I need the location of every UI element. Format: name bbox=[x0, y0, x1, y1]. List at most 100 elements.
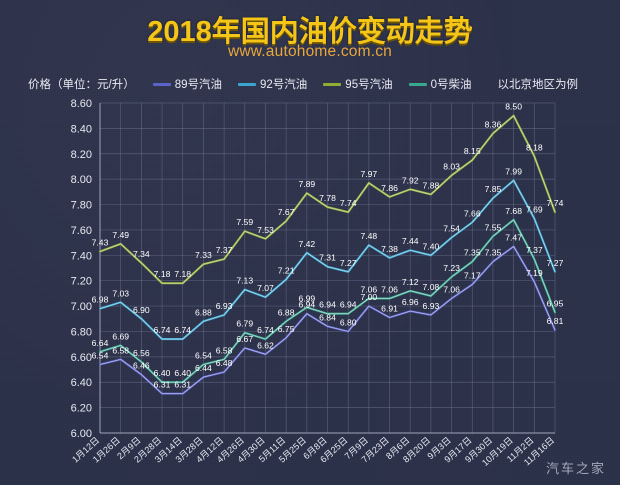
site-url: www.autohome.com.cn bbox=[227, 43, 393, 60]
data-point-label: 7.55 bbox=[485, 222, 502, 232]
legend-item-92[interactable]: 92号汽油 bbox=[238, 76, 307, 92]
data-point-label: 7.53 bbox=[257, 225, 274, 235]
chart-plot-area: 6.00 6.20 6.40 6.60 6.80 7.00 7.20 7.40 7.60 7.80… bbox=[0, 95, 620, 485]
data-point-label: 8.50 bbox=[505, 102, 522, 112]
series-line-highlight bbox=[99, 219, 556, 383]
data-point-label: 6.80 bbox=[340, 317, 357, 327]
data-point-label: 6.44 bbox=[195, 363, 212, 373]
data-point-label: 7.27 bbox=[547, 258, 564, 268]
y-axis-tick-label: 8.00 bbox=[71, 174, 92, 186]
legend-item-diesel[interactable]: 0号柴油 bbox=[408, 76, 472, 92]
data-point-label: 7.06 bbox=[443, 284, 460, 294]
data-point-label: 6.69 bbox=[112, 331, 129, 341]
y-axis-tick-label: 7.20 bbox=[71, 276, 92, 288]
data-point-label: 6.95 bbox=[547, 298, 564, 308]
data-point-label: 7.00 bbox=[360, 292, 377, 302]
data-point-label: 7.97 bbox=[360, 169, 377, 179]
data-point-label: 6.88 bbox=[278, 307, 295, 317]
y-axis-unit-label: 价格（单位：元/升） bbox=[28, 79, 135, 91]
data-point-label: 7.48 bbox=[360, 231, 377, 241]
data-point-label: 6.99 bbox=[298, 293, 315, 303]
data-point-label: 7.31 bbox=[319, 253, 336, 263]
data-point-label: 6.62 bbox=[257, 340, 274, 350]
legend-region-note: 以北京地区为例 bbox=[497, 79, 579, 91]
data-point-label: 6.58 bbox=[216, 345, 233, 355]
data-point-label: 7.74 bbox=[340, 198, 357, 208]
data-point-label: 6.46 bbox=[133, 361, 150, 371]
data-point-label: 7.35 bbox=[464, 248, 481, 258]
data-point-label: 6.74 bbox=[257, 325, 274, 335]
data-point-label: 7.37 bbox=[526, 245, 543, 255]
data-point-label: 6.94 bbox=[319, 300, 336, 310]
chart-legend: 价格（单位：元/升） 89号汽油 92号汽油 95号汽油 0号柴油 以北京地区为… bbox=[28, 74, 598, 94]
data-point-label: 6.74 bbox=[154, 325, 171, 335]
data-point-label: 7.37 bbox=[216, 245, 233, 255]
legend-label-95: 95号汽油 bbox=[345, 79, 393, 91]
data-point-label: 7.34 bbox=[133, 249, 150, 259]
data-point-label: 7.89 bbox=[298, 179, 315, 189]
y-axis-tick-label: 7.40 bbox=[71, 250, 92, 262]
series-line-highlight bbox=[99, 245, 556, 395]
legend-swatch-diesel bbox=[408, 82, 427, 86]
series-line-highlight bbox=[99, 115, 556, 284]
data-point-label: 7.33 bbox=[195, 250, 212, 260]
data-point-label: 7.59 bbox=[236, 217, 253, 227]
data-point-label: 6.75 bbox=[278, 324, 295, 334]
data-point-label: 6.79 bbox=[236, 319, 253, 329]
data-point-label: 7.54 bbox=[443, 224, 460, 234]
legend-swatch-95 bbox=[323, 82, 342, 86]
data-point-label: 7.07 bbox=[257, 283, 274, 293]
data-point-label: 7.40 bbox=[423, 241, 440, 251]
data-point-label: 6.94 bbox=[298, 300, 315, 310]
data-point-label: 7.06 bbox=[381, 284, 398, 294]
data-point-label: 7.03 bbox=[112, 288, 129, 298]
data-point-label: 6.64 bbox=[92, 338, 109, 348]
y-axis-tick-label: 8.20 bbox=[71, 149, 92, 161]
data-point-label: 6.54 bbox=[195, 350, 212, 360]
data-point-label: 8.18 bbox=[526, 142, 543, 152]
data-point-label: 6.40 bbox=[154, 368, 171, 378]
legend-label-92: 92号汽油 bbox=[260, 79, 308, 91]
data-point-label: 7.38 bbox=[381, 244, 398, 254]
data-point-label: 7.12 bbox=[402, 277, 419, 287]
data-point-label: 6.31 bbox=[154, 380, 171, 390]
y-axis-tick-label: 7.80 bbox=[71, 200, 92, 212]
y-axis-tick-label: 7.60 bbox=[71, 225, 92, 237]
data-point-label: 7.35 bbox=[485, 248, 502, 258]
data-point-label: 7.18 bbox=[154, 269, 171, 279]
data-point-label: 6.84 bbox=[319, 312, 336, 322]
data-point-label: 6.96 bbox=[402, 297, 419, 307]
legend-item-95[interactable]: 95号汽油 bbox=[323, 76, 393, 92]
data-point-label: 7.13 bbox=[236, 276, 253, 286]
data-point-label: 7.86 bbox=[381, 183, 398, 193]
data-point-label: 6.81 bbox=[547, 316, 564, 326]
data-point-label: 7.69 bbox=[526, 205, 543, 215]
watermark: 汽车之家 bbox=[545, 461, 606, 476]
y-axis-tick-label: 6.80 bbox=[71, 326, 92, 338]
data-point-label: 7.88 bbox=[423, 180, 440, 190]
data-point-label: 7.74 bbox=[547, 198, 564, 208]
data-point-label: 7.47 bbox=[505, 232, 522, 242]
data-point-label: 6.88 bbox=[195, 307, 212, 317]
data-point-label: 7.49 bbox=[112, 230, 129, 240]
data-point-label: 7.42 bbox=[298, 239, 315, 249]
data-point-label: 7.21 bbox=[278, 265, 295, 275]
data-point-label: 7.17 bbox=[464, 271, 481, 281]
data-point-label: 6.48 bbox=[216, 358, 233, 368]
data-point-label: 7.68 bbox=[505, 206, 522, 216]
legend-swatch-92 bbox=[238, 82, 256, 86]
data-point-label: 6.74 bbox=[174, 325, 191, 335]
data-point-label: 7.06 bbox=[360, 284, 377, 294]
data-point-label: 7.27 bbox=[340, 258, 357, 268]
y-axis-tick-label: 6.20 bbox=[71, 403, 92, 415]
series-line-highlight bbox=[99, 179, 556, 340]
data-point-label: 8.15 bbox=[464, 146, 481, 156]
legend-item-89[interactable]: 89号汽油 bbox=[152, 76, 222, 92]
y-axis-tick-label: 6.00 bbox=[71, 428, 92, 440]
data-point-label: 7.67 bbox=[278, 207, 295, 217]
data-point-label: 8.03 bbox=[443, 161, 460, 171]
data-point-label: 7.99 bbox=[505, 166, 522, 176]
data-point-label: 7.23 bbox=[443, 263, 460, 273]
y-axis-tick-label: 6.60 bbox=[71, 352, 92, 364]
data-point-label: 6.94 bbox=[340, 300, 357, 310]
